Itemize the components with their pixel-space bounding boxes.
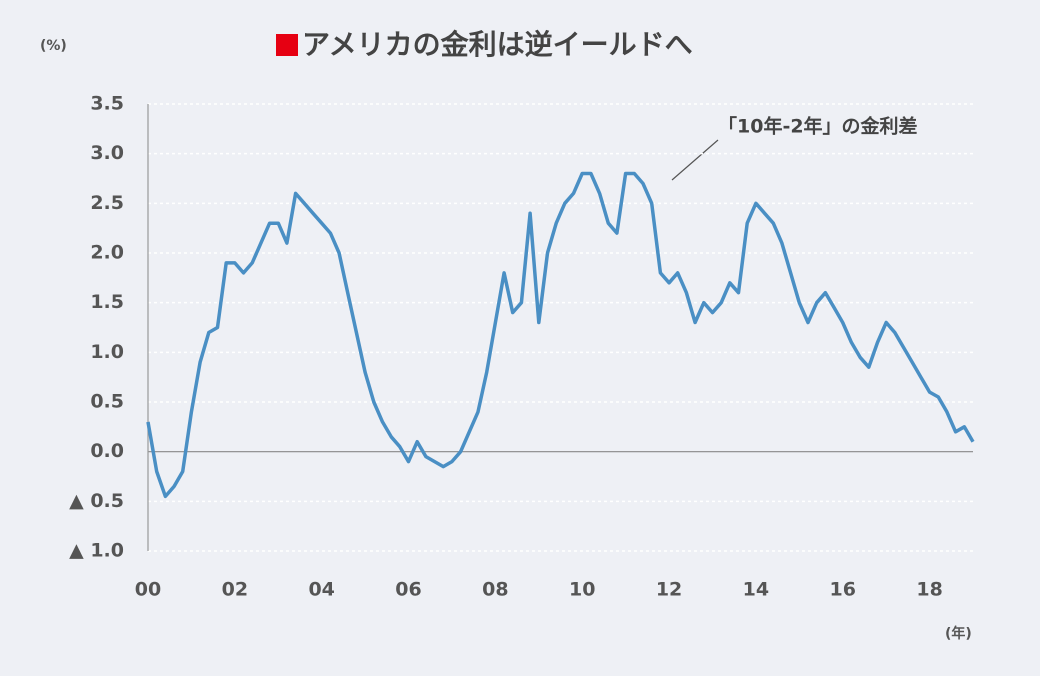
x-tick-label: 08 <box>482 579 508 601</box>
y-tick-label: 1.5 <box>90 291 124 313</box>
y-tick-label: 3.5 <box>90 93 124 115</box>
x-tick-label: 10 <box>569 579 595 601</box>
y-tick-label: ▲ 0.5 <box>69 490 124 512</box>
title-marker <box>276 34 298 56</box>
x-tick-label: 02 <box>222 579 248 601</box>
y-tick-label: 0.0 <box>90 440 124 462</box>
x-tick-label: 06 <box>395 579 421 601</box>
annotation: 「10年-2年」の金利差 <box>718 115 918 138</box>
x-tick-label: 00 <box>135 579 161 601</box>
y-tick-label: 0.5 <box>90 391 124 413</box>
y-tick-label: 2.5 <box>90 192 124 214</box>
y-tick-label: 1.0 <box>90 341 124 363</box>
x-tick-label: 14 <box>743 579 769 601</box>
x-tick-label: 16 <box>830 579 856 601</box>
y-axis-label: (%) <box>40 38 67 54</box>
x-tick-label: 12 <box>656 579 682 601</box>
x-tick-label: 04 <box>308 579 334 601</box>
chart-title: アメリカの金利は逆イールドへ <box>302 28 693 61</box>
y-tick-label: ▲ 1.0 <box>69 540 124 562</box>
annotation-leader <box>671 139 719 181</box>
x-axis-label: (年) <box>945 625 972 642</box>
y-tick-label: 2.0 <box>90 242 124 264</box>
series-line <box>146 171 975 499</box>
x-tick-label: 18 <box>916 579 942 601</box>
y-tick-label: 3.0 <box>90 142 124 164</box>
